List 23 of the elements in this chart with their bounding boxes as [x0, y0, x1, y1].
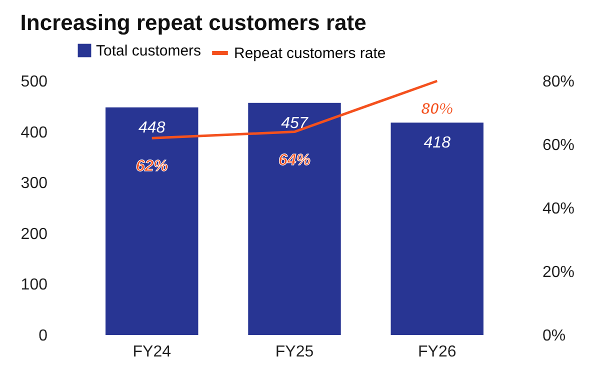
x-tick-label: FY25 [275, 344, 314, 360]
y-tick-label: 200 [20, 226, 48, 243]
legend-label: Repeat customers rate [234, 45, 386, 62]
y2-tick-label: 0% [542, 328, 566, 344]
data-label: 418 [424, 134, 451, 152]
data-label: 457 [281, 114, 309, 132]
data-label: 448 [138, 119, 166, 136]
legend-label: Total customers [96, 42, 202, 60]
x-tick-label: FY24 [132, 344, 172, 360]
y-tick-label: 400 [20, 124, 48, 142]
x-tick-label: FY26 [418, 344, 456, 360]
y2-tick-label: 60% [542, 137, 575, 154]
data-label: 62% [136, 158, 168, 176]
y-tick-label: 100 [20, 276, 48, 294]
data-label: 64% [278, 152, 311, 169]
y2-tick-label: 40% [542, 200, 575, 218]
y-tick-label: 500 [20, 74, 48, 90]
y-tick-label: 0 [38, 328, 48, 344]
y2-tick-label: 20% [542, 264, 575, 281]
chart-title: Increasing repeat customers rate [20, 10, 366, 35]
y2-tick-label: 80% [542, 74, 575, 90]
data-label: 80% [421, 101, 454, 118]
y-tick-label: 300 [20, 175, 48, 192]
